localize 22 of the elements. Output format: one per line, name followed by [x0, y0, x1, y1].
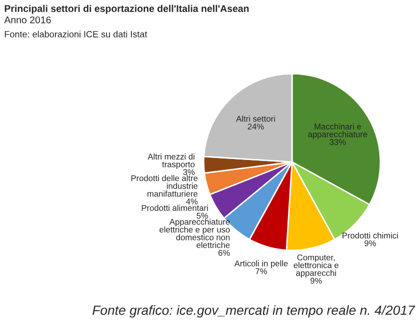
data-label: 3% — [183, 169, 195, 176]
data-label: 9% — [364, 240, 376, 246]
source-note: Fonte: elaborazioni ICE su dati Istat — [4, 30, 148, 38]
data-label: 7% — [256, 268, 267, 274]
slice-label: Altri settori — [236, 116, 275, 122]
slice-label: Prodotti chimici — [342, 232, 398, 238]
slice-label: Apparecchiature elettriche e per uso domestico non elettriche — [160, 218, 230, 248]
data-label: 4% — [186, 198, 198, 204]
source-note: Fonte grafico: ice.gov_mercati in tempo reale n. 4/2017 — [92, 305, 416, 318]
slice-label: Prodotti delle altre industrie manifatturiere — [131, 175, 198, 197]
slice-label: Altri mezzi di trasporto — [148, 153, 195, 169]
slice-label: Prodotti alimentari — [142, 204, 208, 211]
chart-title: Principali settori di esportazione dell'Italia nell'Asean — [4, 4, 249, 14]
data-label: 33% — [330, 139, 346, 146]
slice-label: Macchinari e apparecchiature — [308, 123, 368, 139]
data-label: 9% — [310, 278, 322, 284]
data-label: 24% — [248, 124, 264, 130]
text: Anno 2016 — [4, 16, 51, 24]
data-label: 6% — [218, 250, 230, 256]
data-label: 5% — [196, 212, 208, 219]
slice-label: Computer, elettronica e apparecchi — [294, 254, 338, 278]
slice-label: Articoli in pelle — [234, 260, 288, 268]
